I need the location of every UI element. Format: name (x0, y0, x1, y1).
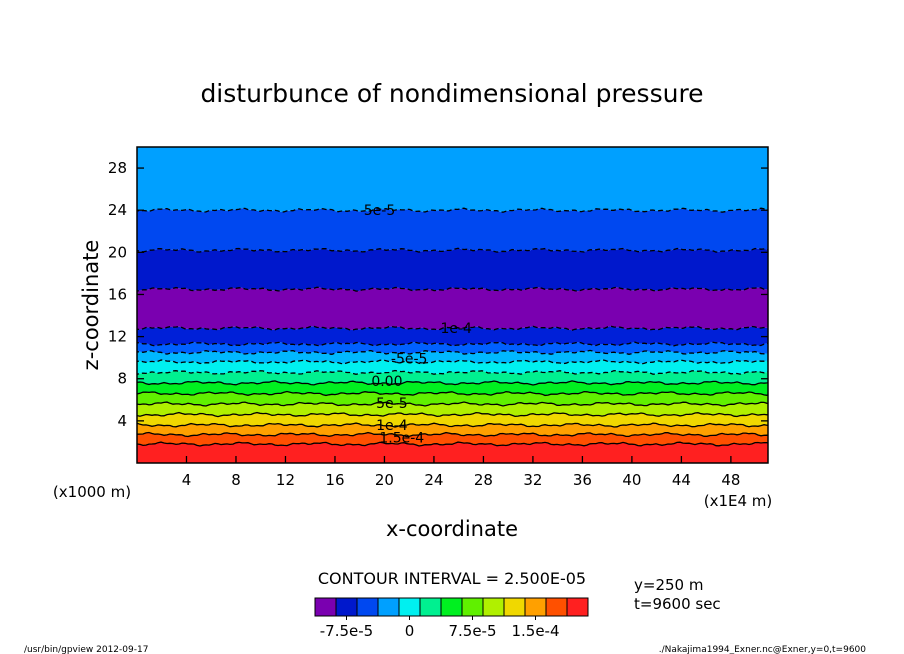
colorbar-swatch-7 (461, 597, 484, 617)
contour-label-2: -5e-5 (391, 352, 428, 368)
contour-label-5: 1e-4 (376, 418, 408, 434)
contour-label-3: 0.00 (371, 374, 402, 390)
contour-band-4 (137, 402, 768, 417)
colorbar-swatch-1 (335, 597, 358, 617)
info-y: y=250 m (634, 576, 703, 594)
colorbar-swatch-3 (377, 597, 400, 617)
y-tick-label-5: 24 (108, 201, 127, 219)
contour-label-4: 5e-5 (376, 396, 407, 412)
y-axis-ticks: 4 8 12 16 20 24 28 (108, 159, 768, 430)
contour-interval: CONTOUR INTERVAL = 2.500E-05 (318, 569, 586, 588)
colorbar-swatch-12 (566, 597, 589, 617)
contour-label-6: 1.5e-4 (379, 431, 424, 447)
contour-band-14 (137, 208, 768, 253)
contour-label-0: 5e-5 (364, 203, 395, 219)
x-tick-label-5: 24 (424, 471, 443, 489)
y-axis-label: z-coordinate (79, 240, 103, 371)
contour-line-13 (137, 247, 768, 253)
contour-line-0 (137, 441, 768, 447)
contour-line-14 (137, 207, 768, 213)
x-scale-note: (x1E4 m) (704, 492, 773, 510)
colorbar-label-0: -7.5e-5 (320, 622, 373, 640)
footer-right: ./Nakajima1994_Exner.nc@Exner,y=0,t=9600 (659, 645, 867, 654)
contour-band-8 (137, 359, 768, 375)
contour-band-13 (137, 248, 768, 292)
contour-line-6 (137, 380, 768, 386)
colorbar: -7.5e-5 0 7.5e-5 1.5e-4 (314, 597, 589, 640)
colorbar-label-2: 7.5e-5 (448, 622, 496, 640)
contour-line-8 (137, 359, 768, 365)
contour-band-7 (137, 370, 768, 385)
colorbar-swatch-9 (503, 597, 526, 617)
x-tick-label-10: 44 (672, 471, 691, 489)
x-axis-label: x-coordinate (386, 517, 518, 541)
contour-line-1 (137, 431, 768, 438)
footer-left: /usr/bin/gpview 2012-09-17 (24, 645, 148, 654)
x-tick-label-3: 16 (325, 471, 344, 489)
x-tick-label-7: 32 (523, 471, 542, 489)
colorbar-swatch-6 (440, 597, 463, 617)
plot-frame (136, 146, 769, 464)
y-tick-label-3: 16 (108, 285, 127, 303)
colorbar-swatch-10 (524, 597, 547, 617)
contour-fill-bands (137, 147, 768, 463)
contour-line-7 (137, 369, 768, 375)
contour-line-9 (137, 349, 768, 355)
x-tick-label-4: 20 (375, 471, 394, 489)
chart-title: disturbunce of nondimensional pressure (200, 79, 703, 108)
x-axis-ticks: 4 8 12 16 20 24 28 32 36 40 44 48 (182, 456, 740, 489)
y-tick-label-0: 4 (117, 412, 127, 430)
x-tick-label-1: 8 (231, 471, 241, 489)
colorbar-label-1: 0 (405, 622, 415, 640)
contour-line-10 (137, 341, 768, 347)
y-tick-label-1: 8 (117, 370, 127, 388)
contour-band-5 (137, 391, 768, 406)
contour-line-3 (137, 411, 768, 418)
contour-line-2 (137, 422, 768, 428)
contour-band-11 (137, 326, 768, 346)
colorbar-swatch-4 (398, 597, 421, 617)
colorbar-swatch-5 (419, 597, 442, 617)
contour-label-1: 1e-4 (440, 321, 472, 337)
contour-line-5 (137, 390, 768, 397)
x-tick-label-11: 48 (721, 471, 740, 489)
info-t: t=9600 sec (634, 595, 721, 613)
contour-band-12 (137, 287, 768, 331)
contour-band-15 (137, 147, 768, 213)
contour-line-4 (137, 401, 768, 407)
y-tick-label-6: 28 (108, 159, 127, 177)
y-scale-note: (x1000 m) (53, 483, 131, 501)
contour-line-11 (137, 325, 768, 331)
contour-lines (137, 207, 768, 447)
y-tick-label-2: 12 (108, 328, 127, 346)
contour-line-12 (137, 286, 768, 292)
y-tick-label-4: 20 (108, 243, 127, 261)
contour-band-0 (137, 442, 768, 463)
x-tick-label-8: 36 (573, 471, 592, 489)
x-tick-label-9: 40 (622, 471, 641, 489)
colorbar-swatch-0 (314, 597, 337, 617)
x-tick-label-6: 28 (474, 471, 493, 489)
contour-band-1 (137, 432, 768, 446)
colorbar-label-3: 1.5e-4 (511, 622, 559, 640)
colorbar-swatch-2 (356, 597, 379, 617)
colorbar-swatch-8 (482, 597, 505, 617)
colorbar-swatch-11 (545, 597, 568, 617)
x-tick-label-2: 12 (276, 471, 295, 489)
x-tick-label-0: 4 (182, 471, 192, 489)
